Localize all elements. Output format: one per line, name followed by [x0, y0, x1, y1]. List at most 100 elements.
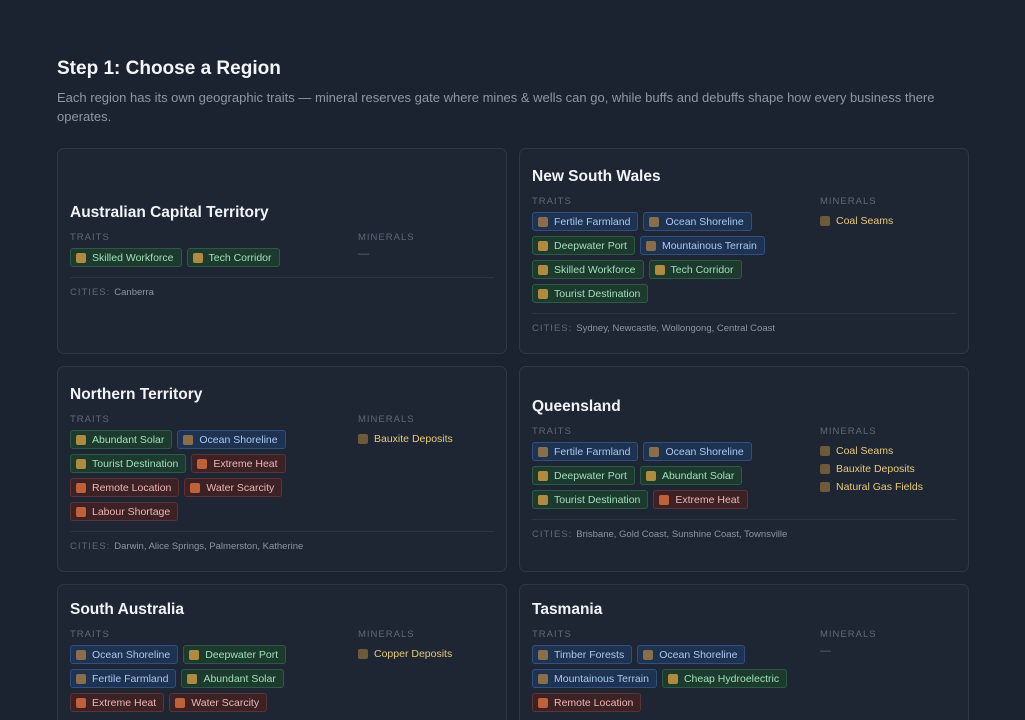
cities-value: Darwin, Alice Springs, Palmerston, Kathe… [114, 541, 304, 552]
cities-label: CITIES: [532, 529, 573, 540]
trait-chip: Abundant Solar [181, 669, 284, 688]
region-attributes: TRAITS Timber Forests Ocean Shoreline Mount… [532, 629, 956, 712]
cities-value: Brisbane, Gold Coast, Sunshine Coast, To… [576, 529, 788, 540]
cities-value: Sydney, Newcastle, Wollongong, Central C… [576, 323, 775, 334]
cities-line: CITIES: Darwin, Alice Springs, Palmerston… [70, 531, 494, 552]
mineral-label: Coal Seams [836, 215, 894, 227]
trait-chip: Ocean Shoreline [177, 430, 286, 449]
trait-chip: Water Scarcity [184, 478, 283, 497]
coal-icon [820, 216, 830, 226]
trait-chip: Cheap Hydroelectric [661, 669, 788, 688]
minerals-section: MINERALS — [358, 232, 494, 267]
trait-chip: Fertile Farmland [70, 669, 177, 688]
trait-label: Extreme Heat [675, 493, 740, 506]
wave-icon [649, 216, 660, 227]
page-description: Each region has its own geographic trait… [57, 90, 935, 124]
trait-chip: Skilled Workforce [70, 248, 182, 267]
trait-label: Timber Forests [554, 648, 625, 661]
sun-icon [187, 673, 198, 684]
trait-chip: Mountainous Terrain [532, 669, 657, 688]
coal-icon [820, 446, 830, 456]
trait-chip: Labour Shortage [70, 502, 179, 521]
trait-chip: Tech Corridor [648, 260, 742, 279]
traits-section: TRAITS Skilled Workforce Tech Corridor [70, 232, 358, 267]
trait-label: Fertile Farmland [92, 672, 169, 685]
trait-chip: Fertile Farmland [532, 442, 639, 461]
region-name: Australian Capital Territory [70, 204, 269, 221]
trait-chip: Deepwater Port [183, 645, 287, 664]
region-card[interactable]: Queensland TRAITS Fertile Farmland Ocean Sh… [519, 366, 969, 572]
minerals-section: MINERALS Coal Seams [820, 196, 956, 303]
trait-label: Ocean Shoreline [665, 215, 744, 228]
trait-label: Extreme Heat [213, 457, 278, 470]
palm-icon [538, 288, 548, 299]
traits-label: TRAITS [70, 414, 110, 425]
trait-chip: Fertile Farmland [532, 212, 639, 231]
minerals-label: MINERALS [358, 414, 415, 425]
region-attributes: TRAITS Fertile Farmland Ocean Shoreline Dee… [532, 426, 956, 509]
cities-line: CITIES: Canberra [70, 277, 494, 298]
rock-icon [358, 434, 368, 444]
trait-label: Cheap Hydroelectric [683, 672, 780, 685]
mineral-item: Bauxite Deposits [358, 430, 494, 448]
trait-label: Deepwater Port [205, 648, 279, 661]
mineral-label: Copper Deposits [374, 648, 453, 660]
mineral-label: Bauxite Deposits [374, 433, 453, 445]
region-attributes: TRAITS Skilled Workforce Tech Corridor MINE… [70, 232, 494, 267]
trait-label: Remote Location [92, 481, 172, 494]
region-attributes: TRAITS Fertile Farmland Ocean Shoreline Dee… [532, 196, 956, 303]
mineral-item: Bauxite Deposits [820, 460, 956, 478]
trait-label: Skilled Workforce [554, 263, 636, 276]
pin-icon [538, 697, 548, 708]
trait-label: Ocean Shoreline [199, 433, 278, 446]
trait-label: Water Scarcity [206, 481, 275, 494]
traits-label: TRAITS [70, 629, 110, 640]
wave-icon [649, 446, 660, 457]
cities-line: CITIES: Sydney, Newcastle, Wollongong, Ce… [532, 313, 956, 334]
trait-chip: Tourist Destination [532, 490, 649, 509]
wave-icon [643, 649, 654, 660]
trait-label: Abundant Solar [92, 433, 165, 446]
region-card[interactable]: Australian Capital Territory TRAITS Skille… [57, 148, 507, 354]
trait-label: Deepwater Port [554, 239, 627, 252]
cities-line: CITIES: Brisbane, Gold Coast, Sunshine Co… [532, 519, 956, 540]
trait-chip: Abundant Solar [639, 466, 743, 485]
region-card[interactable]: New South Wales TRAITS Fertile Farmland Oce… [519, 148, 969, 354]
minerals-label: MINERALS [820, 196, 877, 207]
mountain-icon [645, 240, 656, 251]
traits-label: TRAITS [70, 232, 110, 243]
trait-label: Tourist Destination [92, 457, 179, 470]
cities-value: Canberra [114, 287, 154, 298]
region-name: South Australia [70, 601, 184, 618]
minerals-section: MINERALS Copper Deposits [358, 629, 494, 712]
trait-chip: Skilled Workforce [532, 260, 644, 279]
trait-list: Ocean Shoreline Deepwater Port Fertile Far… [70, 645, 358, 712]
trait-label: Ocean Shoreline [659, 648, 738, 661]
mineral-item: Natural Gas Fields [820, 478, 956, 496]
trait-label: Ocean Shoreline [665, 445, 744, 458]
anchor-icon [538, 470, 548, 481]
no-minerals: — [820, 645, 831, 657]
trait-chip: Tourist Destination [532, 284, 649, 303]
palm-icon [538, 494, 548, 505]
trait-chip: Tourist Destination [70, 454, 187, 473]
wave-icon [183, 434, 194, 445]
region-attributes: TRAITS Ocean Shoreline Deepwater Port Ferti… [70, 629, 494, 712]
thermometer-icon [659, 494, 670, 505]
trait-label: Deepwater Port [554, 469, 627, 482]
trait-chip: Ocean Shoreline [70, 645, 179, 664]
trait-chip: Remote Location [532, 693, 642, 712]
minerals-label: MINERALS [358, 629, 415, 640]
region-card[interactable]: South Australia TRAITS Ocean Shoreline Deep… [57, 584, 507, 720]
trait-chip: Tech Corridor [186, 248, 280, 267]
region-name: Northern Territory [70, 386, 203, 403]
trait-chip: Deepwater Port [532, 236, 635, 255]
traits-label: TRAITS [532, 629, 572, 640]
chip-icon [654, 264, 665, 275]
trait-chip: Extreme Heat [653, 490, 748, 509]
droplet-icon [190, 482, 201, 493]
region-card[interactable]: Tasmania TRAITS Timber Forests Ocean Shorel… [519, 584, 969, 720]
region-card[interactable]: Northern Territory TRAITS Abundant Solar Oc… [57, 366, 507, 572]
page-title: Step 1: Choose a Region [57, 58, 281, 79]
